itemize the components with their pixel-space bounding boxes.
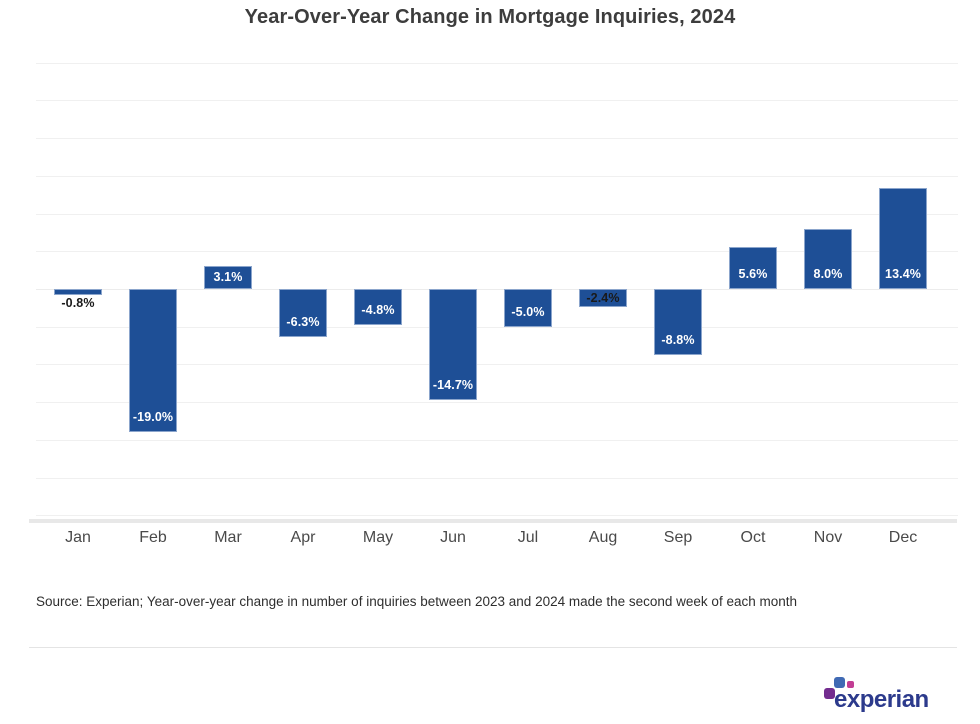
chart-card: Year-Over-Year Change in Mortgage Inquir… [29, 6, 958, 713]
gridline [36, 175, 958, 177]
bar-jan [54, 289, 102, 296]
gridline [36, 364, 958, 366]
bar-label-may: -4.8% [361, 303, 395, 318]
x-tick-sep: Sep [663, 529, 693, 546]
bar-label-aug: -2.4% [586, 290, 620, 305]
bar-label-dec: 13.4% [885, 267, 921, 281]
bar-label-nov: 8.0% [813, 267, 843, 281]
gridline [36, 439, 958, 441]
chart-title: Year-Over-Year Change in Mortgage Inquir… [244, 6, 736, 28]
logo-square-purple-icon [824, 688, 835, 699]
bar-apr [279, 289, 327, 337]
bar-feb [129, 289, 177, 433]
experian-logo: experian [820, 664, 950, 724]
bar-sep [654, 289, 702, 356]
x-tick-may: May [362, 529, 394, 546]
bar-label-feb: -19.0% [132, 410, 174, 425]
bar-aug [579, 289, 627, 308]
gridline-zero [36, 289, 958, 290]
x-tick-jun: Jun [440, 529, 466, 546]
bar-label-mar: 3.1% [213, 269, 243, 284]
bar-label-apr: -6.3% [286, 314, 320, 329]
bar-label-jan: -0.8% [61, 296, 95, 311]
logo-wordmark: experian [834, 686, 929, 713]
bar-label-oct: 5.6% [738, 267, 768, 281]
bar-mar [204, 265, 252, 289]
bar-jul [504, 289, 552, 327]
bar-label-jul: -5.0% [511, 304, 545, 319]
gridline [36, 477, 958, 479]
x-tick-jan: Jan [65, 529, 91, 546]
footer-divider [29, 647, 957, 648]
source-note: Source: Experian; Year-over-year change … [36, 594, 797, 609]
gridline [36, 402, 958, 404]
x-tick-nov: Nov [813, 529, 843, 546]
bar-oct [729, 246, 777, 289]
gridline [36, 100, 958, 102]
x-tick-oct: Oct [740, 529, 766, 546]
bar-dec [879, 187, 927, 289]
x-tick-jul: Jul [517, 529, 539, 546]
gridline [36, 213, 958, 215]
x-tick-apr: Apr [290, 529, 316, 546]
x-tick-mar: Mar [214, 529, 242, 546]
gridline [36, 251, 958, 253]
x-tick-dec: Dec [888, 529, 918, 546]
x-axis-line [29, 519, 957, 523]
bar-jun [429, 289, 477, 400]
bar-chart-plot: -0.8% Jan -19.0% Feb 3.1% Mar -6.3% Apr -4.8% May… [29, 62, 958, 546]
logo-square-pink-icon [847, 681, 854, 688]
gridline [36, 326, 958, 328]
bar-nov [804, 228, 852, 289]
gridline [36, 62, 958, 64]
x-tick-aug: Aug [588, 529, 618, 546]
bar-label-sep: -8.8% [661, 333, 695, 348]
logo-square-blue-icon [834, 677, 845, 688]
gridline [36, 515, 958, 517]
bar-label-jun: -14.7% [432, 377, 474, 392]
gridline [36, 138, 958, 140]
bar-may [354, 289, 402, 326]
x-tick-feb: Feb [139, 529, 167, 546]
